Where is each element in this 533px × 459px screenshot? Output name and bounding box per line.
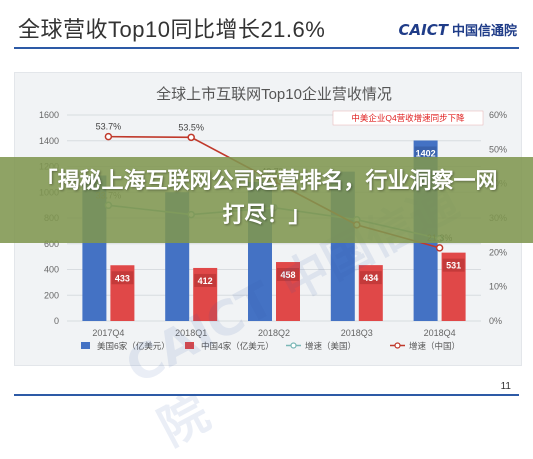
x-tick-label: 2018Q1 [175, 328, 207, 338]
chart-title: 全球上市互联网Top10企业营收情况 [156, 85, 392, 103]
annotation-text: 中美企业Q4营收增速同步下降 [351, 113, 465, 123]
legend-marker [290, 342, 297, 349]
page-number: 11 [500, 381, 511, 392]
headline-banner: 「揭秘上海互联网公司运营排名，行业洞察一网打尽！」 [0, 157, 533, 243]
data-label: 1402 [416, 148, 436, 158]
line-data-label: 53.5% [178, 122, 204, 132]
data-label-bg [414, 146, 437, 160]
slide-title: 全球营收Top10同比增长21.6% [18, 17, 326, 42]
caict-logo: CAICT 中国信通院 [399, 20, 517, 39]
line-point [187, 133, 195, 142]
y-left-tick: 1600 [39, 110, 59, 120]
y-right-tick: 0% [489, 316, 502, 326]
data-label: 434 [363, 273, 378, 283]
legend-label: 增速（中国） [409, 341, 460, 351]
line-point [104, 132, 113, 141]
y-left-tick: 0 [54, 316, 59, 326]
data-label-bg [442, 258, 465, 272]
y-right-tick: 10% [489, 282, 507, 292]
line-data-label: 53.7% [96, 122, 122, 132]
data-label: 458 [280, 270, 295, 280]
legend-swatch [81, 342, 90, 349]
legend-swatch [185, 342, 194, 349]
x-tick-label: 2017Q4 [92, 328, 124, 338]
x-tick-label: 2018Q2 [258, 328, 290, 338]
y-right-tick: 60% [489, 110, 507, 120]
y-right-tick: 50% [489, 144, 507, 154]
data-label: 433 [115, 273, 130, 283]
data-label-bg [111, 271, 134, 285]
data-label-bg [194, 273, 217, 287]
data-label: 412 [198, 276, 213, 286]
y-right-tick: 20% [489, 247, 507, 257]
x-tick-label: 2018Q4 [424, 328, 456, 338]
legend-marker [394, 342, 401, 349]
banner-text: 「揭秘上海互联网公司运营排名，行业洞察一网打尽！」 [35, 169, 498, 228]
y-left-tick: 400 [44, 265, 59, 275]
data-label-bg [359, 271, 382, 285]
y-left-tick: 600 [44, 239, 59, 249]
x-tick-label: 2018Q3 [341, 328, 373, 338]
legend-label: 中国4家（亿美元） [201, 341, 274, 351]
logo-text: 中国信通院 [451, 23, 517, 38]
annotation-box [332, 110, 484, 126]
legend-label: 美国6家（亿美元） [97, 341, 170, 351]
y-left-tick: 200 [44, 290, 59, 300]
line-point [435, 244, 444, 252]
header-divider [14, 47, 519, 49]
footer-divider [14, 394, 519, 396]
logo-mark: CAICT [398, 20, 448, 39]
legend-label: 增速（美国） [305, 341, 356, 351]
y-left-tick: 1400 [39, 136, 59, 146]
data-label: 531 [446, 261, 461, 271]
data-label-bg [277, 268, 299, 282]
